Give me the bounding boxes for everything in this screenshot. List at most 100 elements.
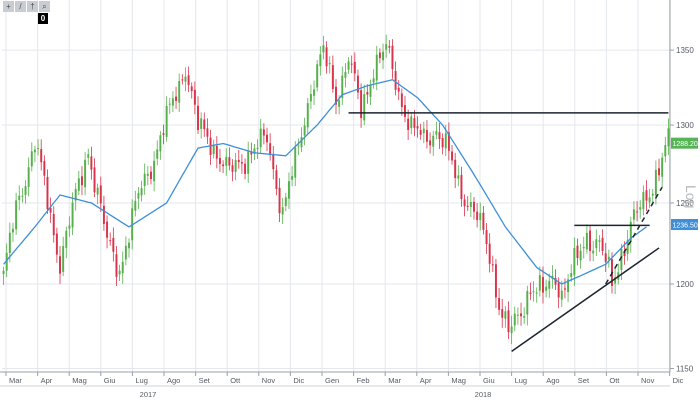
candle-body [275,170,278,190]
candle-body [620,248,623,271]
candle-body [513,313,516,326]
candle-body [52,214,55,236]
candle-body [153,160,156,182]
candle-body [491,264,494,266]
candle-body [278,187,281,214]
candle-body [532,291,535,293]
candle-body [507,310,510,333]
candle-body [516,314,519,316]
candle-body [313,89,316,96]
x-tick-label: Dic [673,376,684,385]
y-tick-label: 1150 [676,365,694,374]
candle-body [382,51,385,61]
candle-body [328,63,331,65]
candle-body [322,45,325,53]
trendline-icon[interactable]: / [15,1,26,12]
candle-body [498,298,501,310]
candle-body [212,145,215,155]
candle-body [388,46,391,48]
y-tick-label: 1250 [676,199,694,208]
candle-body [410,116,413,129]
candle-body [494,264,497,298]
candle-body [548,280,551,289]
candle-body [554,277,557,285]
candle-body [422,128,425,134]
candle-body [400,93,403,108]
candle-body [482,212,485,230]
candle-body [394,71,397,90]
candle-body [614,277,617,284]
candle-body [592,250,595,254]
y-axis: 1150 1200 1250 1300 1350 Log [669,0,699,374]
x-tick-label: Ott [609,376,620,385]
candle-body [347,61,350,70]
price-tag-label: 1236.5000 [673,223,700,230]
candle-body [576,245,579,259]
annotation-count-badge[interactable]: 0 [38,13,48,24]
candle-body [636,211,639,213]
x-tick-label: Mar [9,376,22,385]
candle-body [520,313,523,317]
candle-body [2,270,5,275]
candle-body [12,228,14,233]
candle-body [121,261,124,274]
candle-body [197,105,199,131]
candle-body [413,118,416,128]
candle-body [59,256,61,274]
x-axis: Mar Apr Mag Giu Lug Ago Set Ott Nov Dic Gen Feb Mar A… [0,371,684,399]
zoom-icon[interactable]: ⌕ [39,1,50,12]
x-tick-label: Ott [230,376,241,385]
fibonacci-icon[interactable]: † [27,1,38,12]
candle-body [429,140,432,146]
candle-body [143,173,146,186]
x-tick-label: Gen [325,376,339,385]
crosshair-icon[interactable]: + [3,1,14,12]
candle-body [222,164,225,167]
candle-body [171,98,174,106]
candle-body [71,202,74,228]
candle-body [485,230,488,245]
candle-body [134,200,137,211]
gridlines [2,0,671,372]
candle-body [193,89,196,105]
candle-body [466,205,469,207]
x-tick-label: Ago [167,376,180,385]
candle-body [8,232,11,254]
candle-body [645,190,648,201]
candle-body [397,87,400,92]
candle-body [457,175,460,179]
candle-body [43,161,46,176]
candle-body [353,61,356,74]
candle-body [316,64,319,88]
x-tick-label: Set [578,376,590,385]
candle-body [385,44,388,50]
candle-body [128,242,130,249]
candle-body [21,195,24,197]
candle-body [24,186,27,195]
candle-body [18,195,21,200]
candle-body [93,167,96,193]
candle-body [303,125,306,136]
candle-body [269,143,272,155]
candle-body [545,286,548,291]
candle-body [331,65,334,89]
candle-body [162,133,165,135]
candle-body [479,212,482,221]
candle-body [335,86,337,105]
candle-body [366,92,369,95]
candle-body [206,128,209,137]
candle-body [156,149,159,159]
price-tag [671,137,698,149]
candle-body [557,282,560,298]
candle-body [284,197,287,206]
candle-body [84,159,87,188]
candle-body [244,163,247,174]
candle-body [106,221,109,238]
candle-body [115,254,118,277]
x-tick-label: Apr [41,376,53,385]
candle-body [372,78,375,83]
candle-body [601,237,604,251]
candle-body [460,174,463,200]
candle-body [476,211,479,221]
